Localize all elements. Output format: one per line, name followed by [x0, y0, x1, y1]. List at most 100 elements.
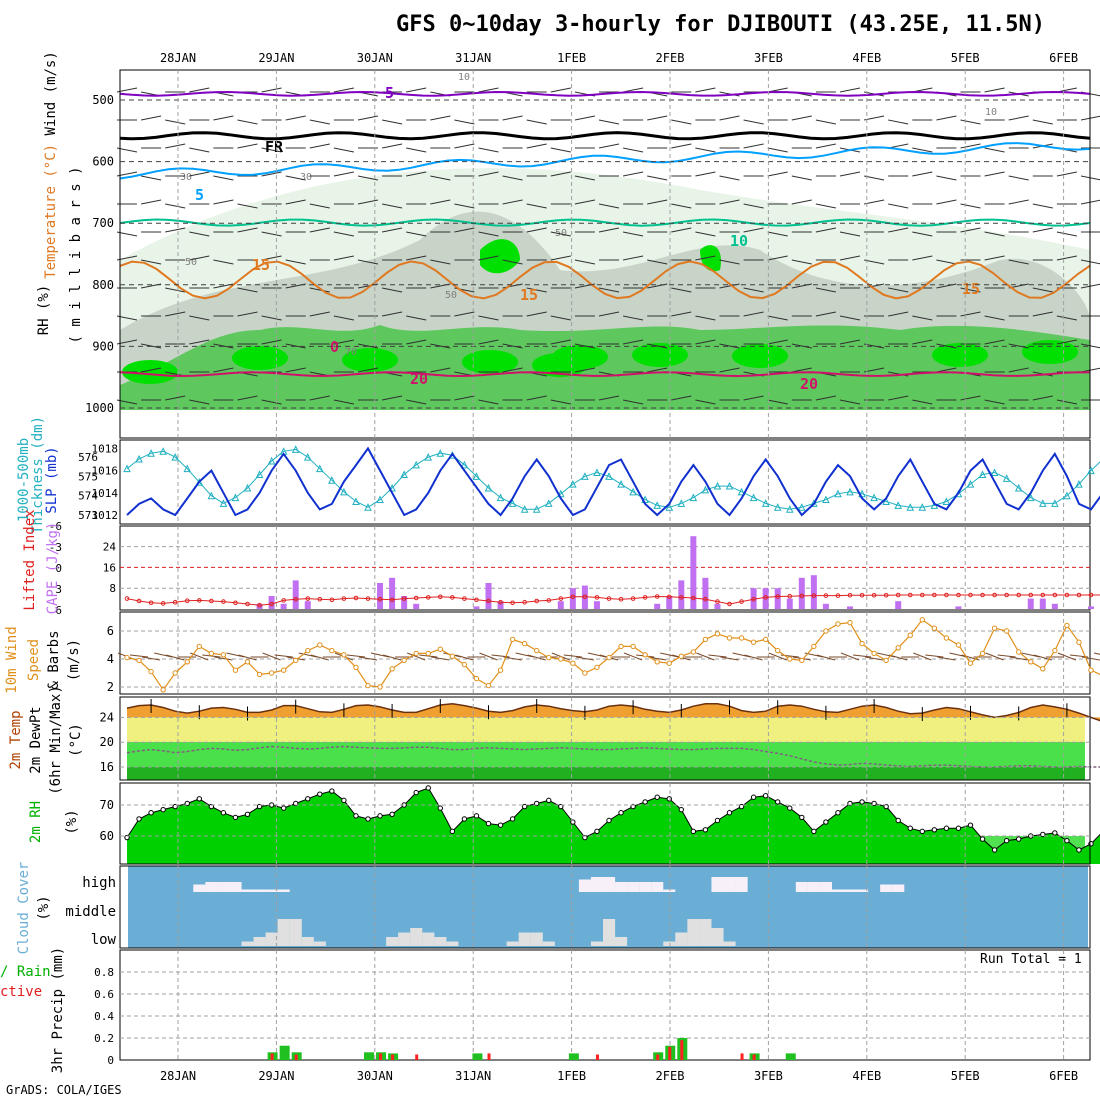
- wind-barb: [430, 115, 451, 121]
- cloud-high-bar: [578, 879, 591, 892]
- run-total-label: Run Total = 1: [980, 952, 1082, 967]
- cape-bar: [810, 575, 817, 609]
- rh-region-high: [120, 325, 1090, 410]
- cloud-low-bar: [277, 919, 290, 946]
- wind-speed-point: [678, 653, 684, 659]
- cloud-high-bar: [819, 882, 832, 892]
- lifted-index-point: [763, 595, 768, 600]
- wind-speed-point: [232, 667, 239, 673]
- slp-tick: 1014: [92, 487, 119, 500]
- lifted-index-point: [630, 596, 636, 601]
- label-wind10-1: 10m Wind: [4, 626, 20, 693]
- wind-barb: [864, 343, 885, 349]
- wind-barb: [671, 143, 692, 149]
- lifted-index-point: [679, 595, 684, 600]
- cape-bar: [1027, 598, 1034, 609]
- slp-tick: 1016: [92, 465, 119, 478]
- wind-barb-10m: [865, 656, 884, 661]
- wind-barb: [743, 227, 764, 233]
- wind-barb: [791, 367, 812, 373]
- wind-barb: [1080, 259, 1100, 265]
- cloud-high-bar: [265, 889, 278, 892]
- rh-saturated-blob: [732, 344, 788, 368]
- slp-tick: 1012: [92, 509, 119, 522]
- wind-speed-point: [329, 647, 335, 654]
- cloud-low-bar: [603, 919, 616, 946]
- lifted-tick: 0: [55, 562, 62, 575]
- rh2m-point: [546, 797, 552, 804]
- wind-speed-point: [449, 653, 456, 659]
- wind-barb: [623, 171, 644, 177]
- wind-barb: [623, 399, 644, 405]
- rh2m-point: [244, 811, 251, 817]
- wind-speed-point: [582, 670, 588, 676]
- rh2m-point: [136, 816, 142, 822]
- label-precip-part: 3hr Precip (mm): [50, 947, 66, 1073]
- lifted-index-point: [353, 595, 359, 601]
- wind-barb: [1080, 199, 1100, 205]
- wind-barb: [189, 339, 210, 345]
- cloud-level-label: high: [82, 875, 116, 891]
- wind-barb: [695, 339, 716, 345]
- thickness-point: [1087, 466, 1095, 475]
- wind-barb: [912, 399, 933, 405]
- rh-saturated-blob: [632, 343, 688, 367]
- wind-barb: [406, 171, 427, 177]
- label-cloud-1-part: Cloud Cover: [16, 862, 32, 955]
- wind-speed-point: [1088, 667, 1094, 673]
- wind-barb: [623, 255, 644, 261]
- cape-bar: [762, 588, 769, 609]
- cloud-high-bar: [856, 889, 869, 892]
- cape-bar: [1039, 598, 1046, 609]
- wind-speed-point: [509, 636, 516, 643]
- wind-speed-point: [991, 625, 998, 631]
- thickness-point: [990, 468, 999, 477]
- lifted-index-point: [883, 593, 889, 598]
- wind-barb: [189, 255, 210, 261]
- wind-barb-10m: [768, 652, 787, 661]
- wind-barb: [165, 227, 186, 233]
- wind-barb: [285, 115, 306, 121]
- wind10m-panel: 2 4 6: [107, 611, 1100, 695]
- wind-barb-10m: [1009, 656, 1028, 661]
- thickness-point: [822, 495, 830, 504]
- cape-bar: [750, 588, 757, 609]
- rh2m-point: [750, 794, 757, 800]
- wind-barb: [526, 119, 547, 125]
- wind-barb: [719, 199, 740, 205]
- cape-bar: [702, 577, 709, 609]
- label-cloud-1: Cloud Cover: [16, 862, 32, 955]
- lifted-index-point: [859, 593, 865, 598]
- thickness-point: [713, 481, 722, 490]
- rh2m-point: [955, 825, 962, 831]
- isotherm-label: 10: [730, 232, 748, 250]
- wind-barb: [454, 311, 475, 317]
- thickness-point: [749, 493, 758, 502]
- cloud-low-bar: [434, 937, 447, 946]
- wind-speed-point: [244, 659, 251, 665]
- wind-barb: [550, 255, 571, 261]
- lifted-index-point: [209, 598, 214, 604]
- wind-barb: [719, 115, 740, 121]
- wind-barb: [550, 339, 571, 345]
- wind-speed-point: [570, 660, 576, 666]
- label-temp2m-3-part: (6hr Min/Max): [48, 685, 64, 795]
- wind-barb: [695, 231, 716, 237]
- lifted-index-point: [594, 595, 600, 600]
- lifted-index-point: [703, 596, 708, 602]
- lifted-index-point: [341, 596, 347, 601]
- thickness-point: [508, 499, 517, 507]
- thickness-point: [785, 505, 794, 513]
- lifted-index-point: [920, 592, 925, 598]
- wind-barb: [165, 395, 186, 401]
- wind-barb: [1056, 339, 1077, 345]
- thickness-point: [207, 491, 216, 500]
- label-temp2m-3: (6hr Min/Max): [48, 685, 64, 795]
- rh2m-point: [919, 828, 925, 835]
- wind-barb: [1056, 231, 1077, 237]
- wind-barb: [839, 255, 861, 261]
- wind-speed-point: [220, 652, 227, 658]
- lifted-index-point: [329, 597, 335, 603]
- lifted-index-point: [980, 592, 985, 598]
- wind-barb: [333, 399, 354, 405]
